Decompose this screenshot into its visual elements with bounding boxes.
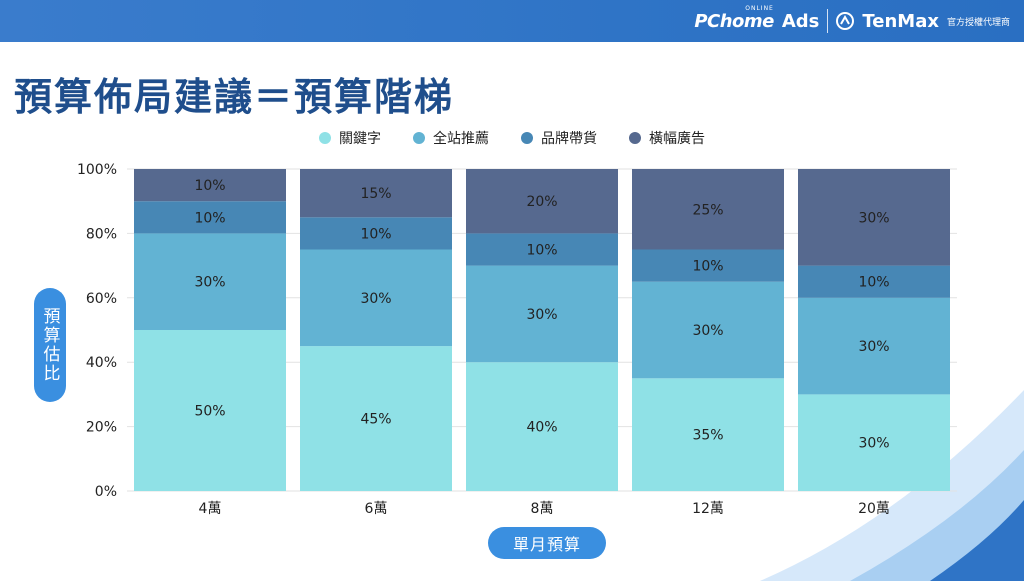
x-tick-label: 6萬 [365, 501, 388, 517]
bar-segment [300, 346, 452, 491]
tenmax-logo-icon [836, 12, 855, 30]
bar-segment [134, 201, 286, 234]
bar-segment [798, 297, 950, 395]
legend-item-site: 全站推薦 [413, 128, 489, 148]
y-tick-label: 80% [86, 226, 117, 242]
data-label: 40% [526, 420, 557, 436]
bar-segment [466, 265, 618, 363]
x-axis-label: 單月預算 [488, 527, 606, 559]
y-tick-label: 100% [77, 162, 117, 178]
data-label: 30% [858, 210, 889, 226]
data-label: 30% [692, 323, 723, 339]
data-label: 10% [692, 259, 723, 275]
legend-label: 橫幅廣告 [649, 131, 705, 147]
data-label: 50% [194, 404, 225, 420]
legend-item-keyword: 關鍵字 [319, 128, 381, 148]
brand-logos: PChome ONLINE Ads TenMax 官方授權代理商 [694, 4, 1010, 36]
data-label: 25% [692, 202, 723, 218]
bar-segment [798, 169, 950, 266]
x-tick-label: 20萬 [858, 501, 890, 517]
legend-label: 全站推薦 [433, 131, 489, 147]
y-tick-label: 40% [86, 355, 117, 371]
data-label: 20% [526, 194, 557, 210]
page-title: 預算佈局建議＝預算階梯 [14, 75, 455, 119]
legend-swatch [319, 132, 331, 144]
data-label: 30% [526, 307, 557, 323]
bar-segment [300, 249, 452, 347]
bar-segment [134, 330, 286, 491]
y-tick-label: 60% [86, 291, 117, 307]
legend-label: 品牌帶貨 [541, 131, 597, 147]
bar-segment [632, 378, 784, 491]
ads-logo-text: Ads [781, 10, 820, 32]
data-label: 10% [360, 226, 391, 242]
data-label: 30% [858, 339, 889, 355]
bar-segment [466, 233, 618, 266]
bar-segment [632, 249, 784, 282]
data-label: 15% [360, 186, 391, 202]
data-label: 10% [858, 275, 889, 291]
data-label: 30% [194, 275, 225, 291]
logo-divider [827, 9, 829, 33]
legend-item-banner: 橫幅廣告 [629, 128, 705, 148]
bar-segment [632, 169, 784, 250]
data-label: 10% [526, 243, 557, 259]
bar-segment [134, 233, 286, 330]
bar-segment [632, 281, 784, 379]
data-label: 30% [858, 436, 889, 452]
legend-swatch [521, 132, 533, 144]
x-tick-label: 8萬 [531, 501, 554, 517]
top-banner: PChome ONLINE Ads TenMax 官方授權代理商 [0, 0, 1024, 42]
bar-segment [300, 217, 452, 250]
pchome-online-tag: ONLINE [745, 4, 774, 12]
bar-segment [466, 362, 618, 491]
pchome-logo: PChome ONLINE [694, 4, 774, 32]
bar-segment [798, 265, 950, 298]
y-tick-label: 20% [86, 420, 117, 436]
bar-segment [798, 394, 950, 491]
authorized-agent-text: 官方授權代理商 [946, 17, 1010, 28]
legend-swatch [629, 132, 641, 144]
x-tick-label: 4萬 [199, 501, 222, 517]
bar-segment [466, 169, 618, 234]
y-tick-label: 0% [95, 484, 117, 500]
bar-segment [134, 169, 286, 202]
tenmax-logo-text: TenMax [862, 10, 939, 32]
legend-item-brand: 品牌帶貨 [521, 128, 597, 148]
x-tick-label: 12萬 [692, 501, 724, 517]
chart-legend: 關鍵字 全站推薦 品牌帶貨 橫幅廣告 [0, 128, 1024, 148]
data-label: 45% [360, 412, 391, 428]
data-label: 30% [360, 291, 391, 307]
legend-swatch [413, 132, 425, 144]
y-axis-label: 預算估比 [34, 288, 66, 402]
data-label: 35% [692, 428, 723, 444]
bar-segment [300, 169, 452, 218]
data-label: 10% [194, 178, 225, 194]
legend-label: 關鍵字 [339, 131, 381, 147]
data-label: 10% [194, 210, 225, 226]
